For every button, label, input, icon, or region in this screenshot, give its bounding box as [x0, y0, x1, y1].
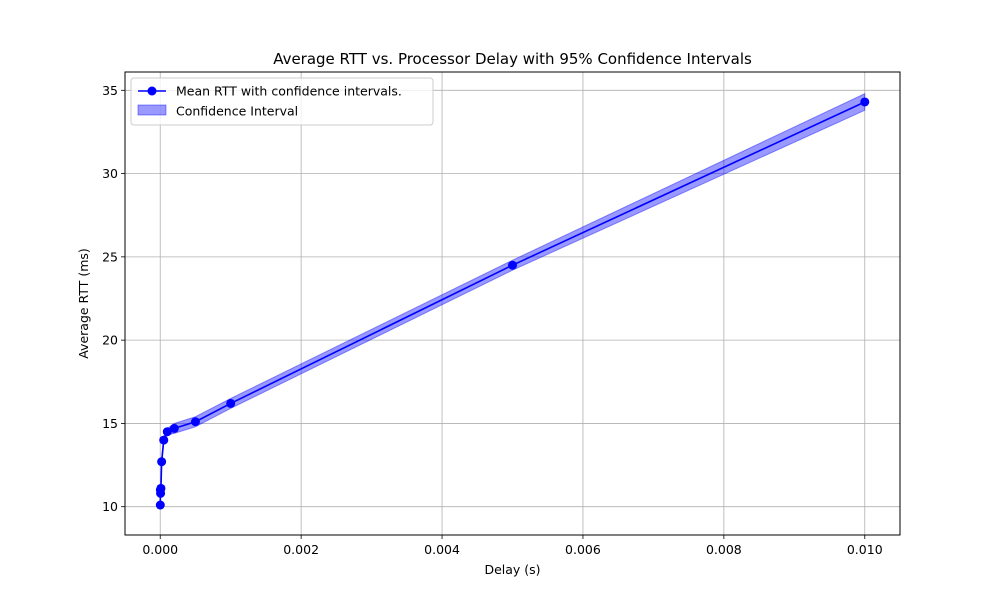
- data-point: [860, 97, 870, 107]
- y-tick-label: 20: [102, 333, 118, 348]
- tick-layer: 0.000 0.002 0.004 0.006 0.008 0.010 10 15 20 25 30…: [102, 83, 883, 557]
- data-point: [156, 483, 166, 493]
- data-point: [190, 417, 200, 427]
- legend-marker-swatch: [147, 86, 157, 96]
- x-tick-label: 0.006: [565, 542, 601, 557]
- grid: [125, 72, 900, 535]
- y-tick-label: 35: [102, 83, 118, 98]
- x-tick-label: 0.000: [142, 542, 178, 557]
- data-point: [169, 423, 179, 433]
- y-tick-label: 30: [102, 166, 118, 181]
- data-point: [159, 435, 169, 445]
- x-tick-label: 0.010: [847, 542, 883, 557]
- legend-patch-swatch: [137, 104, 167, 116]
- chart-title: Average RTT vs. Processor Delay with 95%…: [273, 50, 752, 68]
- x-axis-label: Delay (s): [484, 562, 540, 577]
- data-point: [162, 427, 172, 437]
- y-axis-label: Average RTT (ms): [76, 248, 91, 359]
- y-tick-label: 10: [102, 499, 118, 514]
- data-point: [157, 457, 167, 467]
- legend: Mean RTT with confidence intervals. Conf…: [130, 77, 434, 126]
- x-tick-label: 0.004: [424, 542, 460, 557]
- data-point: [155, 500, 165, 510]
- data-point: [508, 260, 517, 270]
- legend-label-mean: Mean RTT with confidence intervals.: [176, 84, 402, 99]
- legend-label-ci: Confidence Interval: [176, 104, 298, 119]
- plot-area-frame: [124, 71, 901, 536]
- series-layer: [155, 97, 870, 510]
- y-tick-label: 25: [102, 249, 118, 264]
- y-tick-label: 15: [102, 416, 118, 431]
- x-tick-label: 0.008: [706, 542, 742, 557]
- legend-box: [130, 77, 434, 126]
- x-tick-label: 0.002: [283, 542, 319, 557]
- data-point: [226, 398, 236, 408]
